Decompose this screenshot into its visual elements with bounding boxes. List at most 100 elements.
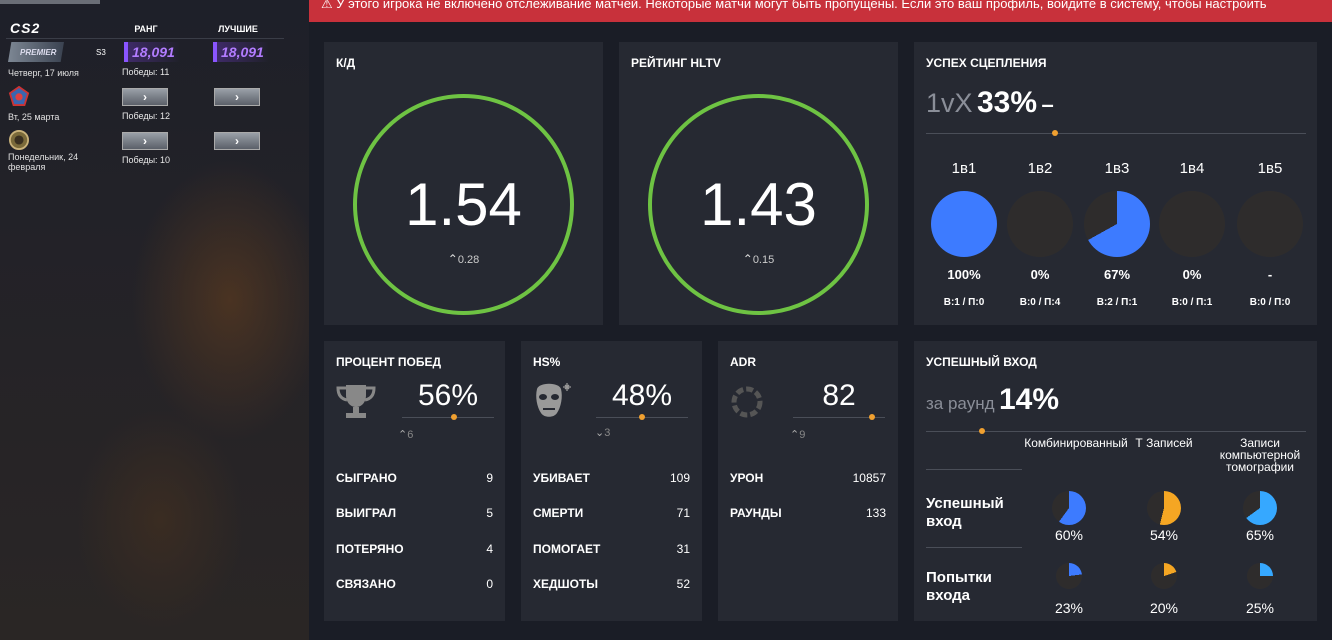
entry-summary: за раунд 14% <box>926 383 1059 417</box>
clutch-pie <box>931 191 997 257</box>
hs-dot <box>639 414 645 420</box>
entry-pct: 23% <box>1054 600 1084 616</box>
clutch-title: УСПЕХ СЦЕПЛЕНИЯ <box>926 56 1047 70</box>
kd-delta: ⌃0.28 <box>447 252 480 266</box>
headshot-icon <box>536 383 571 417</box>
clutch-win-loss: В:2 / П:1 <box>1096 297 1138 308</box>
stat-value: 5 <box>486 506 493 520</box>
hltv-value: 1.43 <box>700 171 817 238</box>
entry-pie <box>1147 491 1181 525</box>
arrow-up-icon: ⌃ <box>398 429 408 441</box>
entry-pct: 60% <box>1054 527 1084 543</box>
clutch-pct: 100% <box>947 267 981 282</box>
season-label: S3 <box>96 48 106 57</box>
entry-pie <box>1243 491 1277 525</box>
clutch-pct: 67% <box>1103 267 1131 282</box>
wins-label: Победы: 10 <box>122 155 171 165</box>
stat-label: РАУНДЫ <box>730 506 782 520</box>
stat-label: УБИВАЕТ <box>533 471 590 485</box>
entry-title: УСПЕШНЫЙ ВХОД <box>926 355 1037 369</box>
entry-prefix: за раунд <box>926 394 995 413</box>
entry-card: УСПЕШНЫЙ ВХОД за раунд 14% Комбинированн… <box>914 341 1317 621</box>
premier-badge: PREMIER <box>8 42 64 62</box>
hs-card: HS% 48% ⌄3 УБИВАЕТ 109 СМЕРТИ 71 ПОМОГАЕТ 31 Х… <box>521 341 702 621</box>
stat-label: ХЕДШОТЫ <box>533 577 599 591</box>
stat-label: СМЕРТИ <box>533 506 584 520</box>
kd-card: К/Д 1.54 ⌃0.28 <box>324 42 603 325</box>
col-best-header: ЛУЧШИЕ <box>218 24 258 34</box>
adr-card: ADR 82 ⌃9 УРОН 10857 РАУНДЫ 133 <box>718 341 898 621</box>
wins-label: Победы: 12 <box>122 111 171 121</box>
entry-pie <box>1052 491 1086 525</box>
entry-pct: 54% <box>1149 527 1179 543</box>
stat-label: ПОТЕРЯНО <box>336 542 404 556</box>
entry-progress-line <box>926 431 1306 432</box>
stat-label: ПОМОГАЕТ <box>533 542 601 556</box>
arrow-up-icon: ⌃ <box>742 252 753 266</box>
trophy-icon <box>336 385 376 418</box>
row-date: Вт, 25 марта <box>8 112 60 122</box>
clutch-card: УСПЕХ СЦЕПЛЕНИЯ 1vX 33% – 1в1 100% В:1 / П… <box>914 42 1317 325</box>
clutch-win-loss: В:0 / П:1 <box>1171 297 1213 308</box>
stat-value: 4 <box>486 542 493 556</box>
clutch-win-loss: В:1 / П:0 <box>943 297 985 308</box>
adr-value: 82 <box>822 379 856 412</box>
clutch-pie <box>1084 191 1150 257</box>
best-view-button[interactable]: › <box>214 132 260 150</box>
clutch-pct: - <box>1267 267 1273 282</box>
hltv-delta: ⌃0.15 <box>742 252 775 266</box>
kd-title: К/Д <box>336 56 356 70</box>
entry-pct: 20% <box>1149 600 1179 616</box>
best-view-button[interactable]: › <box>214 88 260 106</box>
winrate-value: 56% <box>417 379 479 412</box>
kd-ring: 1.54 ⌃0.28 <box>353 94 574 315</box>
clutch-label: 1в1 <box>951 160 977 177</box>
entry-pie <box>1151 563 1177 589</box>
entry-row-label: Успешный вход <box>926 495 1004 530</box>
rank-view-button[interactable]: › <box>122 132 168 150</box>
arrow-up-icon: ⌃ <box>790 429 800 441</box>
stat-value: 109 <box>669 471 690 485</box>
clutch-label: 1в4 <box>1179 160 1205 177</box>
clutch-summary: 1vX 33% – <box>926 86 1054 120</box>
col-rank-header: РАНГ <box>134 24 158 34</box>
tracking-warning-banner[interactable]: ⚠ У этого игрока не включено отслеживани… <box>309 0 1332 22</box>
kd-value: 1.54 <box>405 171 522 238</box>
stat-value: 71 <box>676 506 690 520</box>
clutch-label: 1в5 <box>1257 160 1283 177</box>
sidebar: CS2 РАНГ ЛУЧШИЕ PREMIER S3 Четверг, 17 и… <box>0 0 309 640</box>
stat-label: УРОН <box>730 471 764 485</box>
clutch-progress-dot <box>1052 130 1058 136</box>
clutch-label: 1в3 <box>1104 160 1130 177</box>
adr-delta: ⌃9 <box>790 429 806 441</box>
best-rating: 18,091 <box>213 42 269 62</box>
row-date: Четверг, 17 июля <box>8 68 79 78</box>
rank-view-button[interactable]: › <box>122 88 168 106</box>
entry-pct: 65% <box>1245 527 1275 543</box>
entry-pct: 25% <box>1245 600 1275 616</box>
clutch-prefix: 1vX <box>926 88 973 118</box>
stat-value: 0 <box>486 577 493 591</box>
clutch-label: 1в2 <box>1027 160 1053 177</box>
clutch-win-loss: В:0 / П:4 <box>1019 297 1061 308</box>
arrow-up-icon: ⌃ <box>447 252 458 266</box>
entry-row-divider <box>926 469 1022 470</box>
winrate-title: ПРОЦЕНТ ПОБЕД <box>336 355 442 369</box>
arrow-down-icon: ⌄ <box>595 427 605 439</box>
entry-col-t: Т Записей <box>1135 436 1193 450</box>
winrate-card: ПРОЦЕНТ ПОБЕД 56% ⌃6 СЫГРАНО 9 ВЫИГРАЛ 5 ПОТ… <box>324 341 505 621</box>
adr-title: ADR <box>730 355 756 369</box>
rank-emblem-icon <box>9 130 29 150</box>
entry-col-ct: Записи компьютерной томографии <box>1219 436 1301 474</box>
entry-progress-dot <box>979 428 985 434</box>
clutch-progress-line <box>926 133 1306 134</box>
stat-label: ВЫИГРАЛ <box>336 506 397 520</box>
stat-value: 52 <box>676 577 690 591</box>
damage-ring-icon <box>731 386 763 418</box>
clutch-pie <box>1007 191 1073 257</box>
clutch-value: 33% <box>976 86 1038 119</box>
clutch-pct: 0% <box>1030 267 1050 282</box>
hltv-title: РЕЙТИНГ HLTV <box>631 56 721 70</box>
winrate-dot <box>451 414 457 420</box>
adr-line <box>793 417 885 418</box>
